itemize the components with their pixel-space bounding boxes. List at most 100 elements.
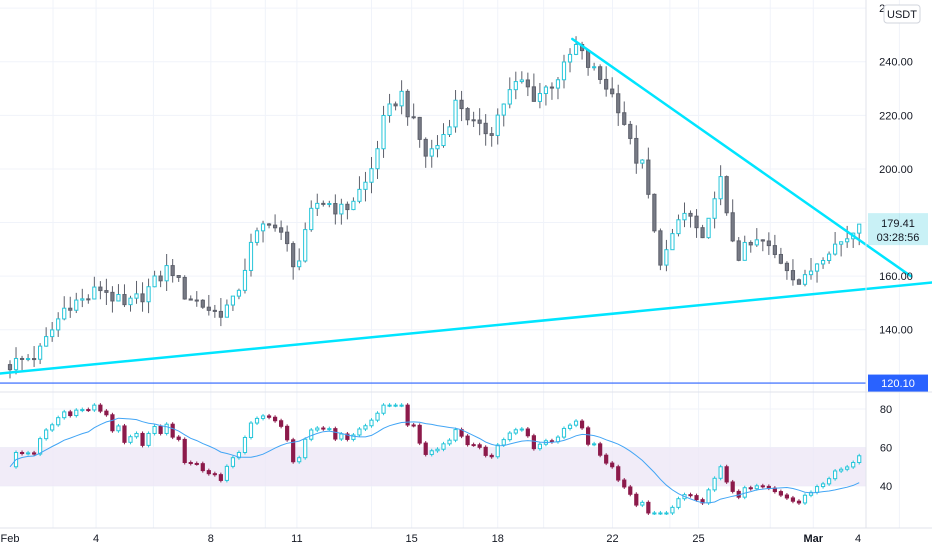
candle-body	[652, 193, 657, 232]
rsi-candle-body	[212, 473, 217, 476]
rsi-candle-body	[579, 420, 585, 429]
candle-body	[531, 86, 536, 102]
rsi-candle-body	[321, 427, 326, 430]
candle-body	[700, 227, 705, 239]
candle-body	[393, 103, 398, 107]
rsi-candle-body	[242, 436, 248, 454]
candle-body	[74, 299, 79, 311]
candle-body	[158, 275, 163, 282]
candle-body	[477, 119, 482, 124]
rsi-candle-body	[833, 470, 838, 480]
candle-body	[369, 168, 374, 183]
rsi-candle-body	[411, 424, 416, 427]
price-tick-label: 140.00	[879, 325, 913, 337]
candle-body	[321, 202, 326, 205]
candle-body	[68, 307, 73, 311]
candle-body	[453, 99, 458, 128]
candle-body	[44, 336, 49, 347]
candle-body	[206, 306, 211, 311]
price-tick-label: 220.00	[879, 110, 913, 122]
rsi-candle-body	[56, 417, 61, 426]
candle-body	[604, 78, 609, 90]
candle-body	[820, 259, 826, 265]
candle-body	[730, 212, 735, 242]
rsi-candle-body	[851, 462, 856, 468]
currency-badge[interactable]: USDT	[883, 4, 921, 24]
candle-body	[598, 66, 603, 80]
rsi-candle-body	[839, 468, 844, 472]
rsi-candle-body	[25, 452, 31, 455]
candle-body	[839, 241, 844, 245]
rsi-candle-body	[44, 429, 49, 440]
rsi-candle-body	[345, 433, 350, 440]
candle-body	[25, 358, 31, 361]
candle-body	[7, 364, 13, 371]
candle-body	[664, 249, 669, 266]
rsi-candle-body	[80, 409, 85, 412]
candle-body	[134, 293, 139, 299]
candle-body	[736, 240, 741, 261]
rsi-candle-body	[399, 404, 404, 407]
rsi-candle-body	[248, 422, 254, 438]
rsi-candle-body	[640, 501, 645, 506]
candle-body	[351, 200, 356, 211]
candle-body	[417, 116, 422, 140]
rsi-candle-body	[309, 429, 314, 440]
candle-body	[501, 103, 506, 116]
candle-body	[646, 159, 651, 195]
date-tick-label: 22	[606, 533, 618, 545]
candle-body	[285, 231, 290, 245]
rsi-candle-body	[158, 426, 163, 434]
date-tick-label: 25	[692, 533, 704, 545]
rsi-candle-body	[748, 487, 753, 490]
rsi-candle-body	[194, 462, 199, 465]
rsi-candle-body	[218, 474, 223, 481]
price-tick-label: 160.00	[879, 271, 913, 283]
rsi-candle-body	[477, 444, 482, 448]
rsi-candle-body	[62, 411, 67, 419]
rsi-candle-body	[561, 427, 567, 438]
trendline-1[interactable]	[0, 281, 932, 375]
rsi-candle-body	[417, 424, 422, 444]
candle-body	[833, 243, 838, 255]
rsi-candle-body	[140, 432, 145, 446]
rsi-candle-body	[164, 423, 169, 434]
rsi-candle-body	[369, 419, 374, 427]
rsi-candle-body	[796, 500, 802, 504]
rsi-candle-body	[628, 486, 633, 495]
candle-body	[291, 243, 296, 268]
rsi-candle-body	[495, 444, 500, 458]
candle-body	[610, 88, 615, 95]
rsi-candle-body	[760, 485, 765, 488]
rsi-candle-body	[724, 466, 729, 483]
candle-body	[712, 198, 717, 219]
candle-body	[459, 99, 464, 110]
candle-body	[742, 241, 747, 261]
candle-body	[200, 299, 205, 308]
candle-body	[309, 207, 314, 231]
candle-body	[224, 304, 229, 318]
trendline-2[interactable]	[571, 37, 913, 278]
candle-body	[489, 133, 494, 136]
date-axis[interactable]: Feb 4 8 11 15 18 22 25 Mar 4	[1, 533, 862, 545]
candle-body	[784, 262, 790, 272]
rsi-candle-body	[381, 404, 386, 414]
candle-body	[796, 279, 802, 285]
rsi-candle-body	[549, 440, 555, 443]
rsi-candle-body	[236, 452, 242, 459]
rsi-candle-body	[285, 425, 290, 441]
rsi-candle-body	[297, 457, 302, 463]
candle-body	[375, 148, 380, 170]
trendlines[interactable]	[0, 37, 932, 375]
rsi-tick-label: 60	[880, 443, 892, 455]
rsi-candle-body	[610, 462, 615, 468]
candle-body	[694, 215, 699, 229]
candle-body	[802, 274, 808, 285]
candle-body	[164, 265, 169, 282]
candle-body	[387, 103, 392, 116]
rsi-candle-body	[616, 466, 621, 481]
candle-body	[152, 275, 157, 288]
rsi-candle-body	[170, 423, 175, 438]
candle-body	[381, 114, 386, 150]
